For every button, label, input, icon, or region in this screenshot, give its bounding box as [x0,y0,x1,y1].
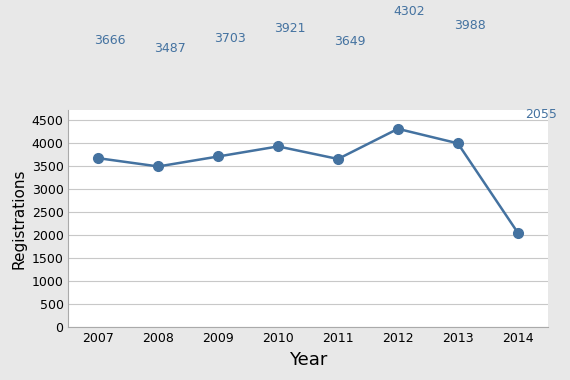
Text: 2055: 2055 [524,108,556,122]
Text: 3988: 3988 [454,19,486,32]
Text: 3666: 3666 [94,34,126,47]
Text: 3649: 3649 [334,35,365,48]
X-axis label: Year: Year [289,351,327,369]
Text: 4302: 4302 [394,5,425,18]
Text: 3703: 3703 [214,32,246,45]
Text: 3921: 3921 [274,22,306,35]
Y-axis label: Registrations: Registrations [11,169,26,269]
Text: 3487: 3487 [154,42,186,55]
